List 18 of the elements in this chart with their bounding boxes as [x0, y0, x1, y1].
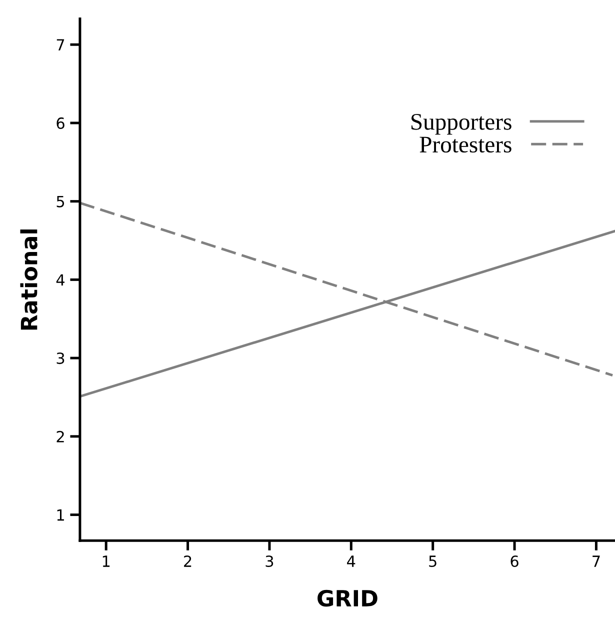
y-tick-label: 1 [57, 509, 64, 521]
x-tick-label: 3 [266, 555, 274, 568]
y-axis-title: Rational [20, 230, 38, 330]
y-tick-label: 6 [56, 117, 64, 129]
legend-label: Supporters [411, 114, 512, 135]
x-tick-label: 4 [347, 556, 356, 567]
y-tick-label: 4 [56, 274, 65, 286]
y-tick-label: 3 [56, 352, 64, 364]
x-tick-label: 2 [184, 555, 192, 567]
x-tick-label: 6 [510, 555, 518, 568]
x-tick-label: 5 [429, 556, 436, 568]
legend-label: Protesters [420, 136, 512, 153]
x-tick-label: 7 [592, 556, 600, 567]
x-axis-title: GRID [318, 590, 378, 607]
y-tick-label: 7 [56, 39, 64, 50]
y-tick-label: 2 [56, 430, 64, 442]
x-tick-label: 1 [102, 556, 110, 567]
y-tick-label: 5 [56, 196, 64, 208]
